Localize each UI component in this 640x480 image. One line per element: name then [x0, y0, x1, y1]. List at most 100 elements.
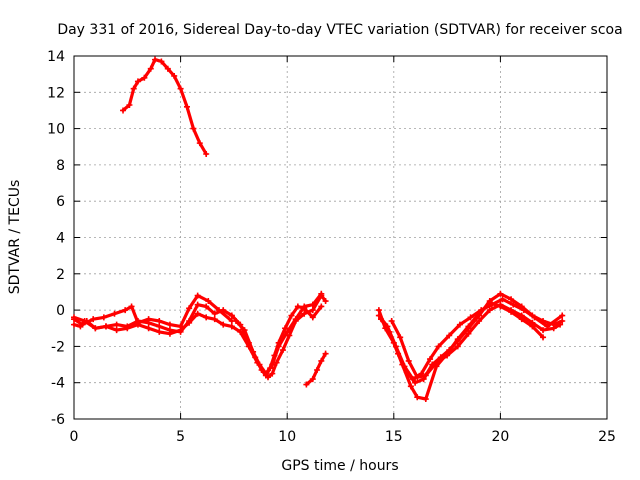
data-point — [120, 107, 127, 114]
data-point — [309, 301, 316, 308]
y-tick-label: 0 — [56, 303, 65, 319]
data-point — [508, 296, 515, 303]
data-point — [322, 350, 329, 357]
data-point — [166, 321, 173, 328]
data-point — [128, 303, 135, 310]
data-point — [518, 312, 525, 319]
data-point — [412, 379, 419, 386]
y-tick-label: 10 — [47, 122, 65, 138]
data-point — [220, 321, 227, 328]
data-point — [256, 361, 263, 368]
data-point — [156, 317, 163, 324]
data-point — [156, 323, 163, 330]
data-point — [177, 85, 184, 92]
y-tick-label: -6 — [51, 412, 65, 428]
data-point — [375, 312, 382, 319]
series-arc-high — [120, 56, 210, 158]
data-point — [318, 303, 325, 310]
x-tick-labels: 0 5 10 15 20 25 — [70, 429, 616, 445]
data-point — [499, 296, 506, 303]
data-point — [194, 301, 201, 308]
x-tick-label: 20 — [491, 429, 509, 445]
data-point — [309, 376, 316, 383]
data-point — [309, 307, 316, 314]
chart-title: Day 331 of 2016, Sidereal Day-to-day VTE… — [57, 22, 622, 38]
data-point — [422, 396, 429, 403]
data-point — [262, 370, 269, 377]
data-point — [158, 58, 165, 65]
data-point — [388, 317, 395, 324]
data-point — [71, 316, 77, 323]
data-point — [427, 356, 434, 363]
data-point — [124, 325, 131, 332]
data-point — [241, 327, 248, 334]
data-point — [559, 312, 566, 319]
data-point — [414, 394, 421, 401]
data-point — [134, 319, 141, 326]
data-point — [488, 301, 495, 308]
data-point — [164, 65, 171, 72]
x-tick-label: 25 — [598, 429, 616, 445]
data-point — [203, 151, 210, 158]
data-point — [407, 383, 414, 390]
data-point — [529, 319, 536, 326]
data-point — [288, 312, 295, 319]
y-tick-label: -2 — [51, 339, 65, 355]
data-point — [186, 305, 193, 312]
data-point — [211, 310, 218, 317]
data-point — [203, 314, 210, 321]
data-point — [294, 303, 301, 310]
data-point — [145, 316, 152, 323]
series-arc-morning-c — [71, 292, 235, 330]
data-point — [446, 332, 453, 339]
axis-ticks — [73, 55, 608, 420]
data-point — [233, 317, 240, 324]
y-tick-label: 2 — [56, 267, 65, 283]
data-point — [275, 343, 282, 350]
x-tick-label: 15 — [385, 429, 403, 445]
data-point — [228, 323, 235, 330]
data-point — [540, 327, 547, 334]
data-point — [497, 290, 504, 297]
data-point — [444, 352, 451, 359]
data-point — [269, 361, 276, 368]
data-point — [409, 376, 416, 383]
data-point — [113, 327, 120, 334]
data-point — [557, 321, 564, 328]
data-point — [194, 292, 201, 299]
data-point — [171, 72, 178, 79]
data-point — [111, 310, 118, 317]
data-point — [92, 325, 99, 332]
series-arc-dip-c — [233, 290, 325, 377]
data-point — [531, 314, 538, 321]
series-arc-evening-d — [388, 301, 564, 381]
x-tick-label: 10 — [278, 429, 296, 445]
data-point — [405, 357, 412, 364]
x-tick-label: 0 — [70, 429, 79, 445]
data-series — [71, 56, 566, 403]
data-point — [465, 325, 472, 332]
data-point — [141, 74, 148, 81]
data-point — [183, 103, 190, 110]
data-point — [122, 307, 129, 314]
data-point — [282, 325, 289, 332]
data-point — [90, 316, 97, 323]
data-point — [71, 321, 77, 328]
data-point — [478, 307, 485, 314]
data-point — [322, 298, 329, 305]
y-tick-label: 14 — [47, 49, 65, 65]
x-tick-label: 5 — [176, 429, 185, 445]
data-point — [397, 334, 404, 341]
data-point — [384, 323, 391, 330]
data-point — [100, 314, 107, 321]
data-point — [392, 343, 399, 350]
data-point — [156, 328, 163, 335]
data-point — [508, 307, 515, 314]
data-point — [422, 372, 429, 379]
data-point — [414, 374, 421, 381]
y-tick-label: -4 — [51, 376, 65, 392]
data-point — [314, 366, 321, 373]
data-point — [194, 310, 201, 317]
data-point — [476, 312, 483, 319]
